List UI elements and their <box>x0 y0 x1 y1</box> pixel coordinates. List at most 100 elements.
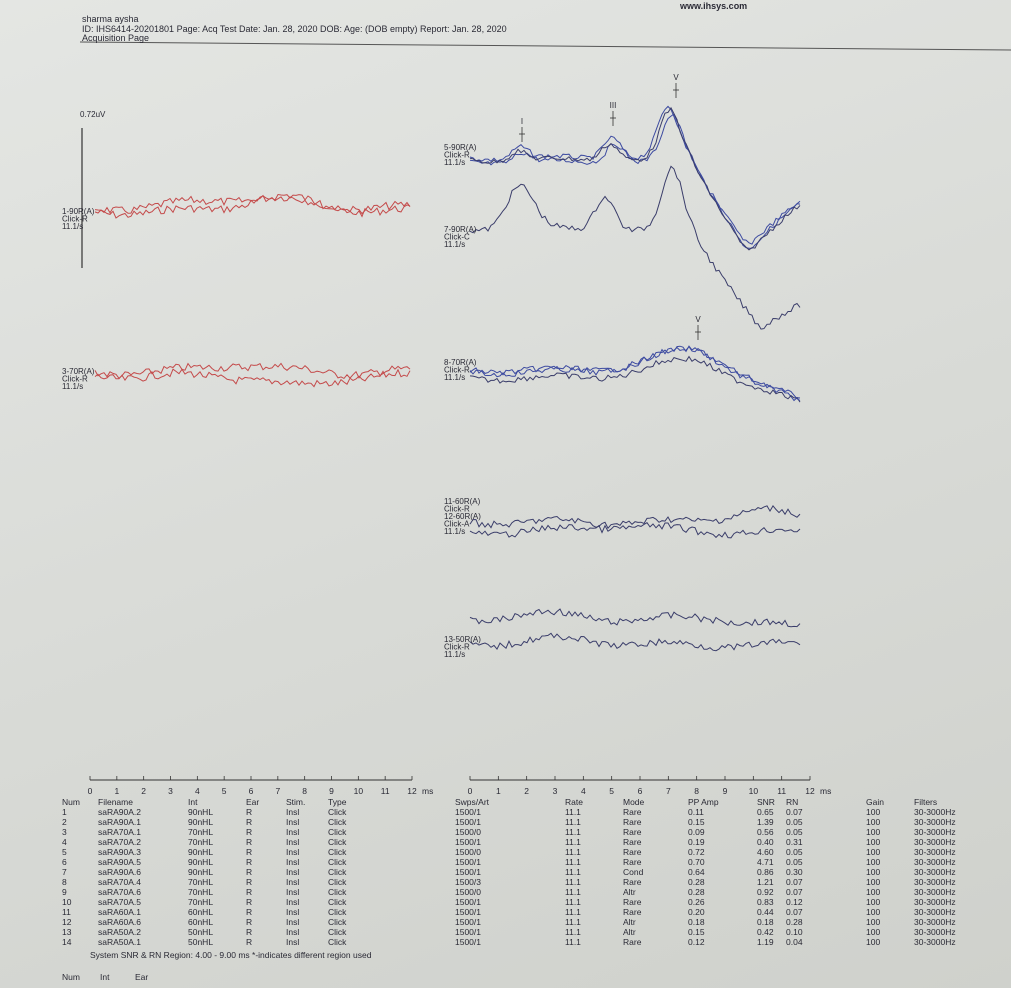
trace-label: 11.1/s <box>62 222 83 231</box>
table-cell: Rare <box>623 937 642 947</box>
table-cell: 1.39 <box>757 817 774 827</box>
table-cell: Insl <box>286 847 299 857</box>
table-cell: 0.56 <box>757 827 774 837</box>
axis-tick-label: 1 <box>496 786 501 796</box>
table-cell: 1500/0 <box>455 827 481 837</box>
table-cell: 70nHL <box>188 877 213 887</box>
table-cell: 1500/1 <box>455 807 481 817</box>
table-cell: 100 <box>866 907 880 917</box>
table-cell: 50nHL <box>188 927 213 937</box>
table-cell: 12 <box>62 917 72 927</box>
table-cell: Click <box>328 907 347 917</box>
table-cell: 30-3000Hz <box>914 877 956 887</box>
table-cell: Rare <box>623 907 642 917</box>
table-cell: 0.40 <box>757 837 774 847</box>
table-cell: 0.92 <box>757 887 774 897</box>
peak-label: V <box>673 73 679 82</box>
table-cell: Rare <box>623 857 642 867</box>
peak-label: V <box>695 315 701 324</box>
table-cell: 70nHL <box>188 887 213 897</box>
table-cell: R <box>246 807 252 817</box>
table-cell: 11.1 <box>565 857 581 867</box>
table-cell: 0.18 <box>688 917 705 927</box>
axis-tick-label: 2 <box>141 786 146 796</box>
table-cell: 7 <box>62 867 67 877</box>
axis-tick-label: 9 <box>329 786 334 796</box>
table-cell: 1500/1 <box>455 867 481 877</box>
axis-tick-label: 11 <box>381 786 390 796</box>
table-cell: 70nHL <box>188 897 213 907</box>
table-cell: saRA60A.1 <box>98 907 141 917</box>
table-cell: Insl <box>286 907 299 917</box>
table-cell: 70nHL <box>188 837 213 847</box>
table-cell: 3 <box>62 827 67 837</box>
table-cell: Click <box>328 807 347 817</box>
column-header: Type <box>328 797 347 807</box>
trace-label: 11.1/s <box>444 650 465 659</box>
table-cell: Click <box>328 937 347 947</box>
table-cell: R <box>246 927 252 937</box>
table-cell: 8 <box>62 877 67 887</box>
waveform <box>469 608 801 628</box>
table-cell: R <box>246 867 252 877</box>
table-cell: 30-3000Hz <box>914 857 956 867</box>
trace-label: Click-R <box>62 375 88 384</box>
table-cell: 11.1 <box>565 867 581 877</box>
table-cell: 11.1 <box>565 887 581 897</box>
table-cell: 10 <box>62 897 72 907</box>
waveform <box>469 345 801 402</box>
table-cell: 90nHL <box>188 847 213 857</box>
table-cell: Insl <box>286 887 299 897</box>
axis-tick-label: 4 <box>581 786 586 796</box>
table-cell: saRA70A.4 <box>98 877 141 887</box>
table-cell: 0.07 <box>786 807 803 817</box>
table-cell: 0.15 <box>688 817 705 827</box>
table-cell: 0.11 <box>688 807 704 817</box>
peak-label: I <box>521 117 523 126</box>
table-cell: 11.1 <box>565 837 581 847</box>
table-cell: 0.05 <box>786 817 803 827</box>
table-cell: 100 <box>866 817 880 827</box>
header-info: ID: IHS6414-20201801 Page: Acq Test Date… <box>82 24 507 34</box>
table-cell: R <box>246 817 252 827</box>
table-cell: 90nHL <box>188 817 213 827</box>
axis-tick-label: 6 <box>249 786 254 796</box>
axis-unit: ms <box>422 786 433 796</box>
table-cell: R <box>246 827 252 837</box>
table-cell: Insl <box>286 937 299 947</box>
axis-tick-label: 3 <box>168 786 173 796</box>
table-cell: Insl <box>286 897 299 907</box>
table-cell: Rare <box>623 877 642 887</box>
table-cell: 0.18 <box>757 917 774 927</box>
table-cell: saRA50A.2 <box>98 927 141 937</box>
table-cell: R <box>246 937 252 947</box>
column-header: Filename <box>98 797 133 807</box>
table-cell: saRA90A.5 <box>98 857 141 867</box>
table-cell: 1500/1 <box>455 917 481 927</box>
table-cell: 0.12 <box>786 897 803 907</box>
table-cell: Click <box>328 927 347 937</box>
table-cell: Click <box>328 917 347 927</box>
table-cell: 9 <box>62 887 67 897</box>
table-cell: 30-3000Hz <box>914 847 956 857</box>
table-cell: Click <box>328 857 347 867</box>
axis-tick-label: 5 <box>222 786 227 796</box>
table-cell: 11.1 <box>565 927 581 937</box>
next-column-header: Num <box>62 972 80 982</box>
table-cell: 0.07 <box>786 887 803 897</box>
trace-label: 12-60R(A) <box>444 512 481 521</box>
table-cell: 0.04 <box>786 937 803 947</box>
table-cell: R <box>246 857 252 867</box>
table-cell: 0.05 <box>786 847 803 857</box>
table-cell: 90nHL <box>188 857 213 867</box>
table-cell: 30-3000Hz <box>914 817 956 827</box>
axis-tick-label: 0 <box>88 786 93 796</box>
table-cell: 6 <box>62 857 67 867</box>
table-cell: 11.1 <box>565 907 581 917</box>
trace-label: 11.1/s <box>444 527 465 536</box>
table-cell: 30-3000Hz <box>914 917 956 927</box>
column-header: Swps/Art <box>455 797 490 807</box>
table-cell: Insl <box>286 877 299 887</box>
axis-tick-label: 11 <box>777 786 786 796</box>
